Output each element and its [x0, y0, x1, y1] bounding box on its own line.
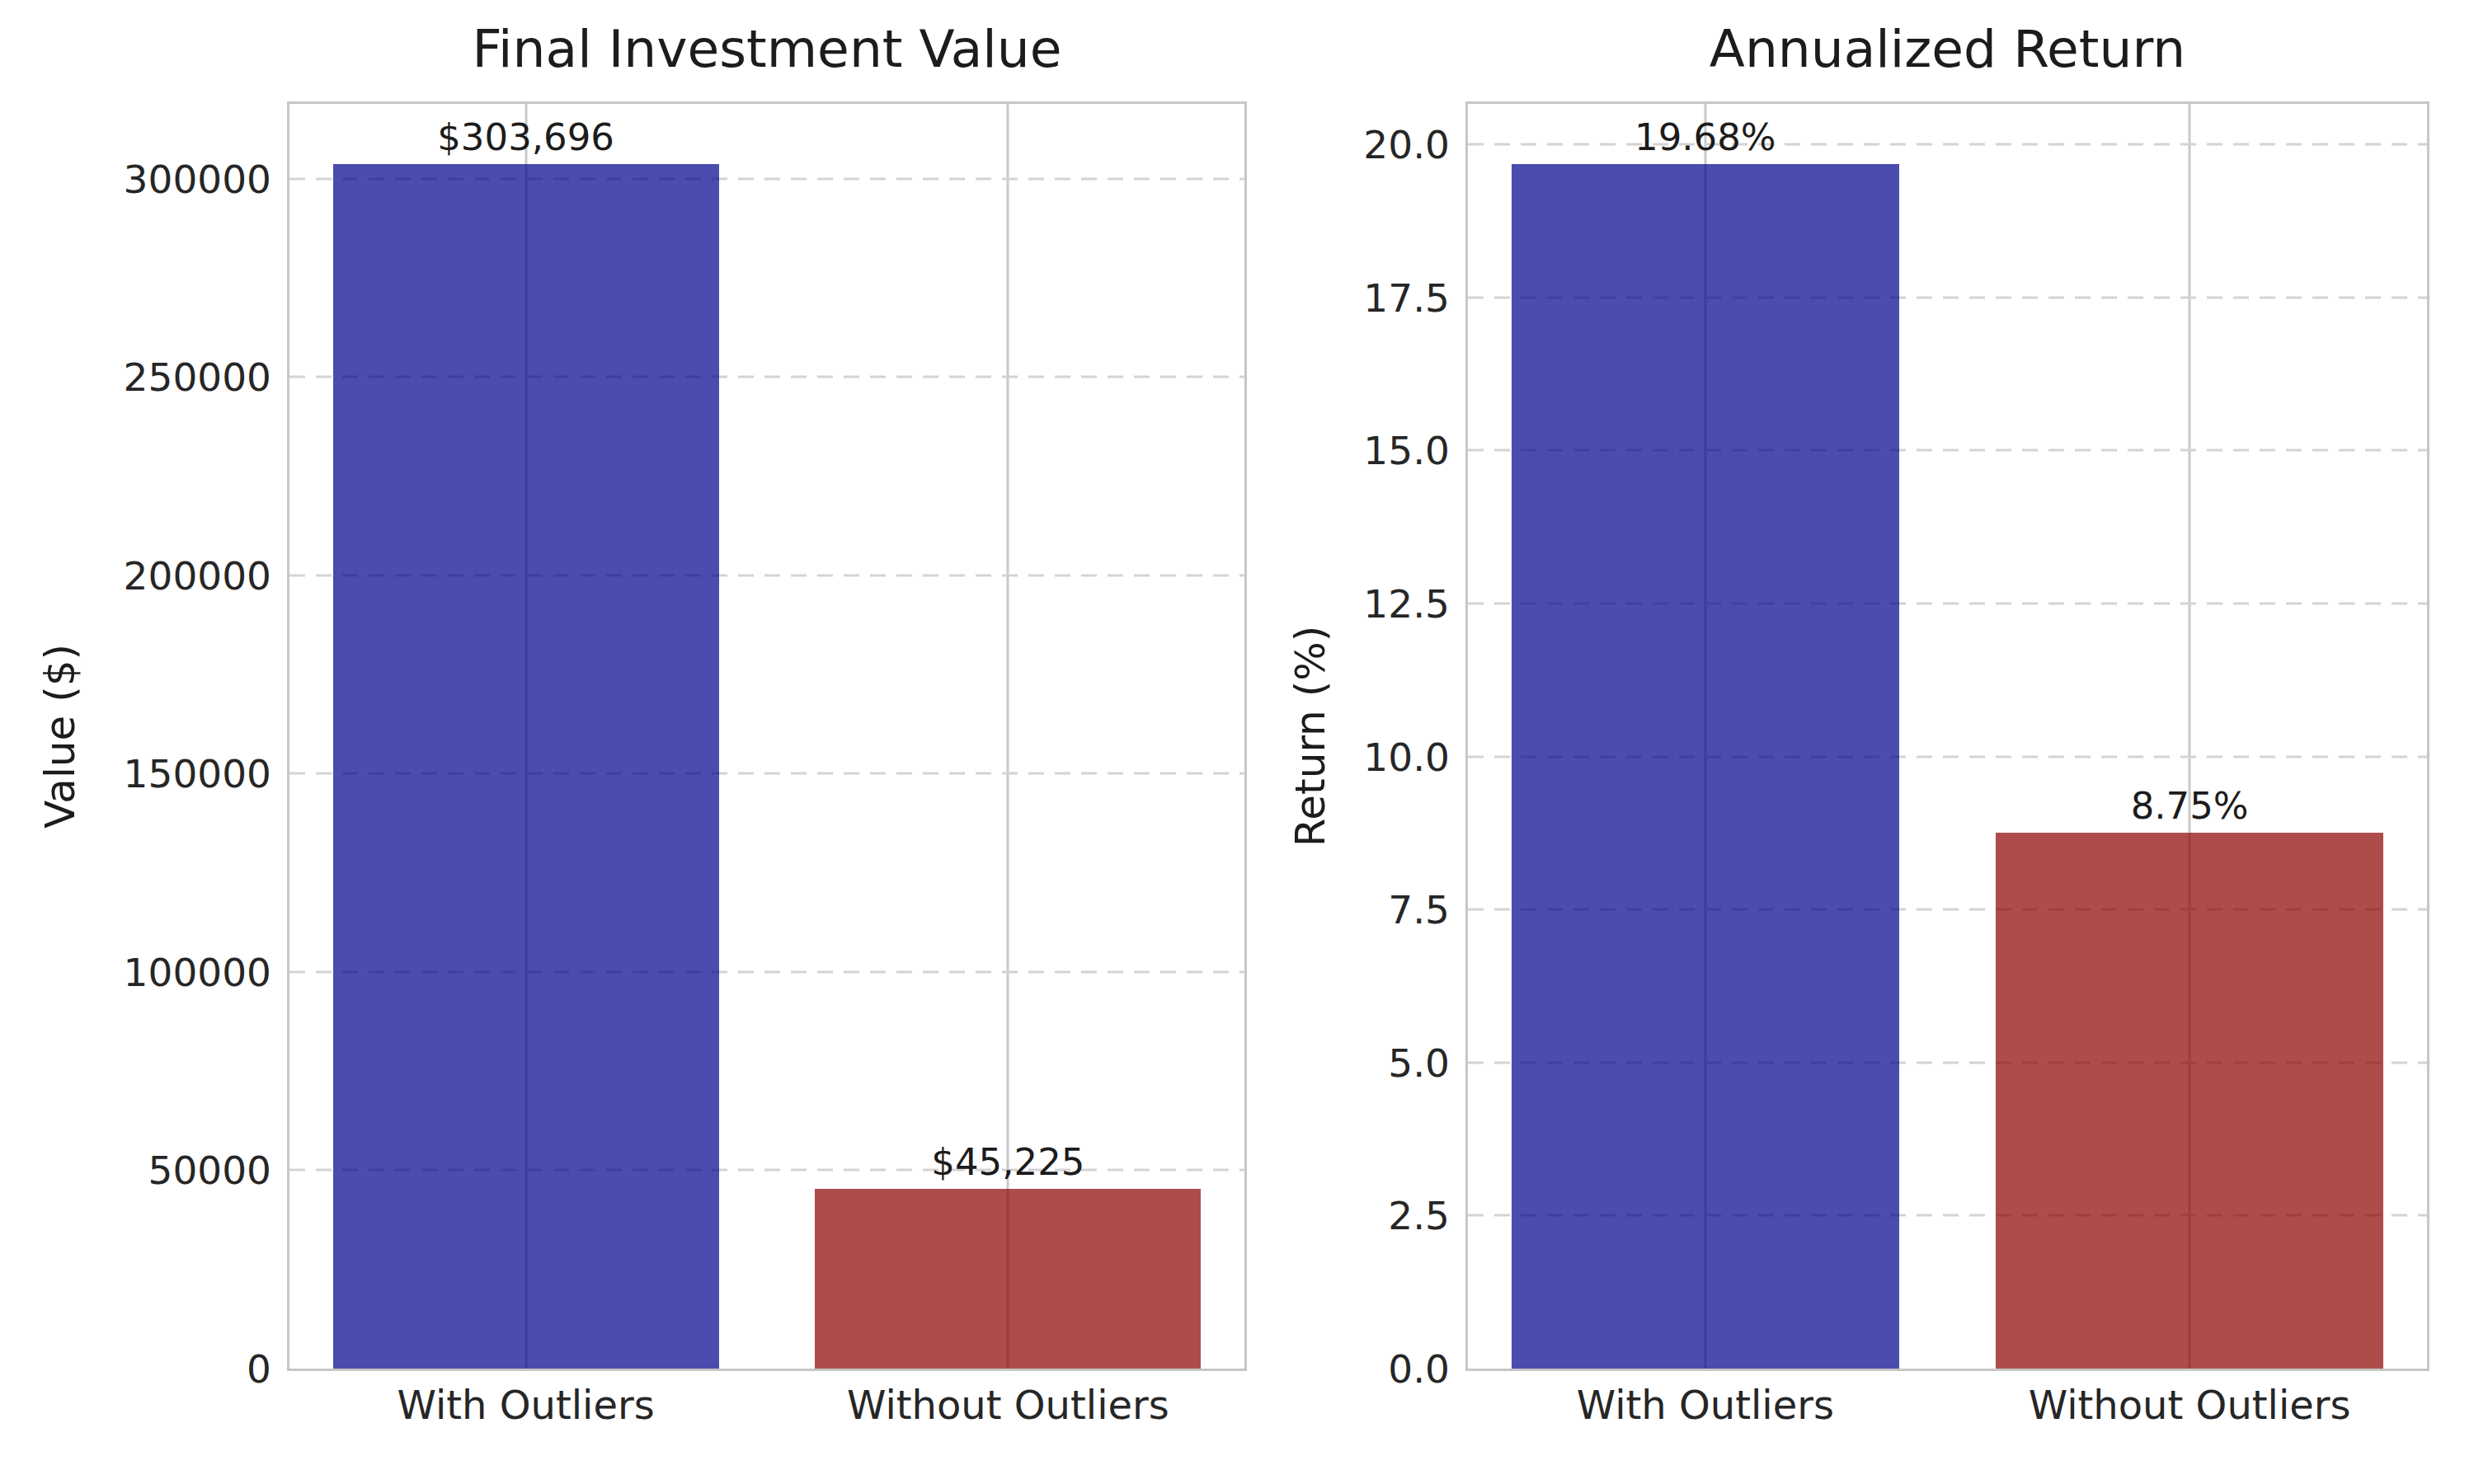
- bar-chart-figure: Final Investment Value Value ($) 0500001…: [0, 0, 2474, 1484]
- gridline-y: [1468, 143, 2427, 146]
- chart-title: Annualized Return: [1710, 18, 2185, 81]
- bar-without-outliers: [815, 1189, 1201, 1369]
- x-tick-label: With Outliers: [1577, 1385, 1834, 1425]
- y-tick-label: 2.5: [1388, 1196, 1450, 1235]
- y-axis-label: Return (%): [1290, 626, 1331, 847]
- y-tick-label: 10.0: [1363, 737, 1450, 776]
- plot-area: 0.02.55.07.510.012.515.017.520.019.68%Wi…: [1465, 101, 2429, 1371]
- bar-without-outliers: [1996, 833, 2383, 1369]
- bar-value-label: 8.75%: [2131, 787, 2249, 824]
- y-tick-label: 12.5: [1363, 585, 1450, 623]
- y-tick-label: 20.0: [1363, 125, 1450, 164]
- bar-value-label: $45,225: [931, 1144, 1084, 1181]
- y-tick-label: 5.0: [1388, 1043, 1450, 1082]
- y-tick-label: 15.0: [1363, 431, 1450, 470]
- y-tick-label: 17.5: [1363, 278, 1450, 317]
- x-tick-label: Without Outliers: [2029, 1385, 2351, 1425]
- y-tick-label: 0.0: [1388, 1350, 1450, 1388]
- bar-value-label: 19.68%: [1634, 119, 1776, 156]
- bar-with-outliers: [1512, 164, 1899, 1369]
- bar-with-outliers: [333, 164, 719, 1369]
- bar-value-label: $303,696: [437, 119, 614, 156]
- y-tick-label: 7.5: [1388, 890, 1450, 929]
